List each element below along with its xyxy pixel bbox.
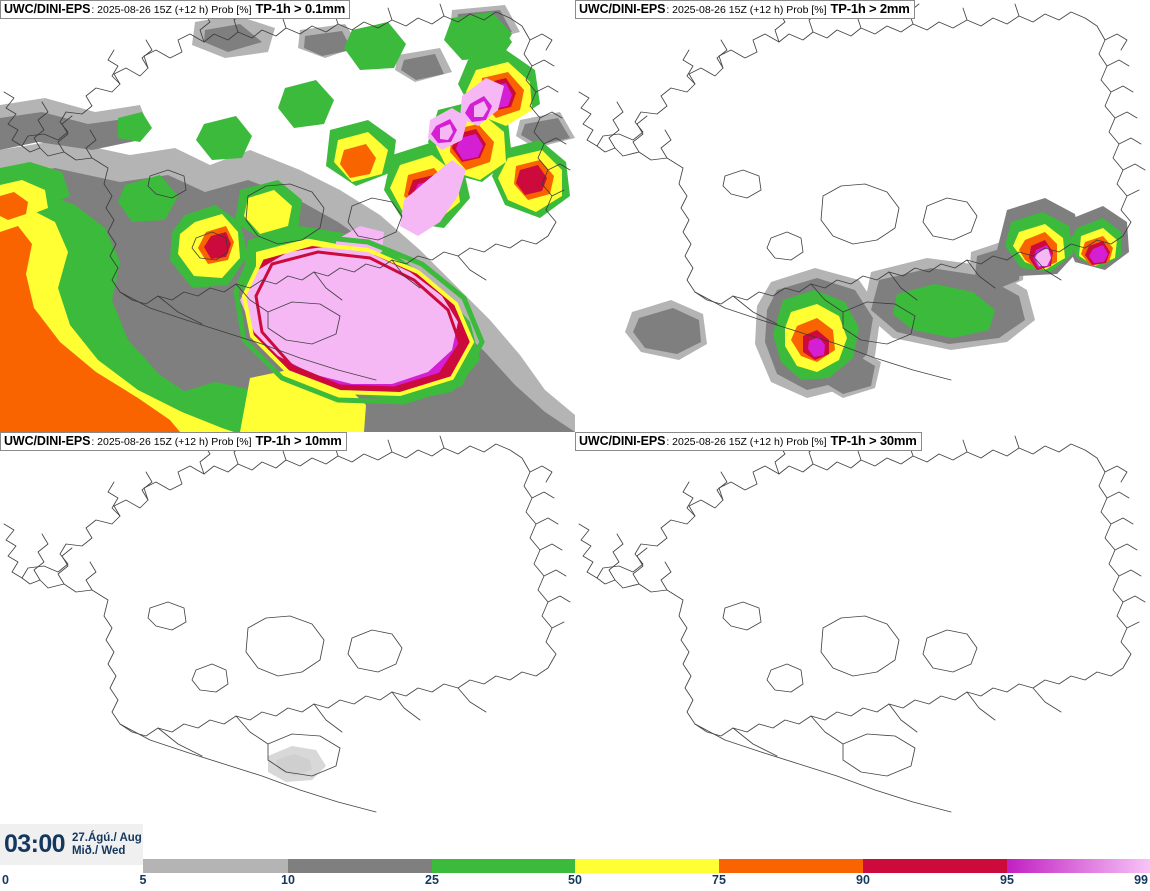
panel-run-label: : 2025-08-26 15Z (+12 h) Prob [%] [666, 4, 827, 16]
colorbar-tick-25: 25 [425, 873, 439, 887]
probability-map-10mm [0, 432, 575, 864]
colorbar-segment-75-90 [719, 859, 863, 873]
colorbar-tick-90: 90 [856, 873, 870, 887]
panel-run-label: : 2025-08-26 15Z (+12 h) Prob [%] [91, 436, 252, 448]
map-panel-tp1h-2mm[interactable]: UWC/DINI-EPS : 2025-08-26 15Z (+12 h) Pr… [575, 0, 1150, 432]
valid-date-line-2: Mið./ Wed [71, 844, 126, 857]
colorbar-tick-5: 5 [139, 873, 147, 887]
colorbar-segment-90-95 [863, 859, 1007, 873]
probability-map-30mm [575, 432, 1150, 864]
valid-date-group: 27.Ágú./ Aug Mið./ Wed [72, 832, 142, 858]
colorbar-tick-50: 50 [568, 873, 582, 887]
colorbar-tick-10: 10 [281, 873, 295, 887]
faint-terrain-shading [268, 746, 326, 782]
panel-model-label: UWC/DINI-EPS [4, 434, 91, 448]
valid-date-line-1: 27.Ágú./ Aug [71, 831, 142, 844]
map-panel-tp1h-0.1mm[interactable]: UWC/DINI-EPS : 2025-08-26 15Z (+12 h) Pr… [0, 0, 575, 432]
panel-title-bar: UWC/DINI-EPS : 2025-08-26 15Z (+12 h) Pr… [575, 432, 922, 452]
panel-model-label: UWC/DINI-EPS [4, 2, 91, 16]
colorbar-tick-75: 75 [712, 873, 726, 887]
panel-model-label: UWC/DINI-EPS [579, 2, 666, 16]
panel-title-bar: UWC/DINI-EPS : 2025-08-26 15Z (+12 h) Pr… [0, 432, 347, 452]
colorbar-segment-50-75 [575, 859, 719, 873]
colorbar-tick-0: 0 [2, 873, 9, 887]
coastline-overlay [3, 3, 571, 381]
probability-map-0.1mm [0, 0, 575, 432]
panel-run-label: : 2025-08-26 15Z (+12 h) Prob [%] [91, 4, 252, 16]
valid-time-box: 03:00 27.Ágú./ Aug Mið./ Wed [0, 824, 143, 865]
probability-colorbar[interactable] [143, 859, 1150, 873]
map-panel-tp1h-30mm[interactable]: UWC/DINI-EPS : 2025-08-26 15Z (+12 h) Pr… [575, 432, 1150, 864]
panel-parameter-label: TP-1h > 30mm [830, 433, 917, 448]
colorbar-segment-5-10 [143, 859, 288, 873]
panel-title-bar: UWC/DINI-EPS : 2025-08-26 15Z (+12 h) Pr… [575, 0, 915, 20]
contour-band-99pct [240, 78, 504, 384]
panel-model-label: UWC/DINI-EPS [579, 434, 666, 448]
contour-cells-northeast [431, 96, 492, 143]
panel-parameter-label: TP-1h > 2mm [830, 1, 910, 16]
coastline-overlay [578, 435, 1146, 813]
colorbar-segment-10-25 [288, 859, 432, 873]
panel-parameter-label: TP-1h > 0.1mm [255, 1, 346, 16]
colorbar-tick-95: 95 [1000, 873, 1014, 887]
map-panel-tp1h-10mm[interactable]: UWC/DINI-EPS : 2025-08-26 15Z (+12 h) Pr… [0, 432, 575, 864]
colorbar-tick-99: 99 [1134, 873, 1148, 887]
contour-edges-overlay [233, 233, 485, 405]
colorbar-segment-25-50 [432, 859, 575, 873]
colorbar-tick-labels: 0 5 10 25 50 75 90 95 99 [0, 873, 1150, 891]
coastline-overlay [3, 435, 571, 813]
probability-map-2mm [575, 0, 1150, 432]
panel-run-label: : 2025-08-26 15Z (+12 h) Prob [%] [666, 436, 827, 448]
panel-parameter-label: TP-1h > 10mm [255, 433, 342, 448]
valid-time-clock: 03:00 [4, 830, 66, 858]
colorbar-segment-95-99 [1007, 859, 1150, 873]
panel-title-bar: UWC/DINI-EPS : 2025-08-26 15Z (+12 h) Pr… [0, 0, 351, 20]
